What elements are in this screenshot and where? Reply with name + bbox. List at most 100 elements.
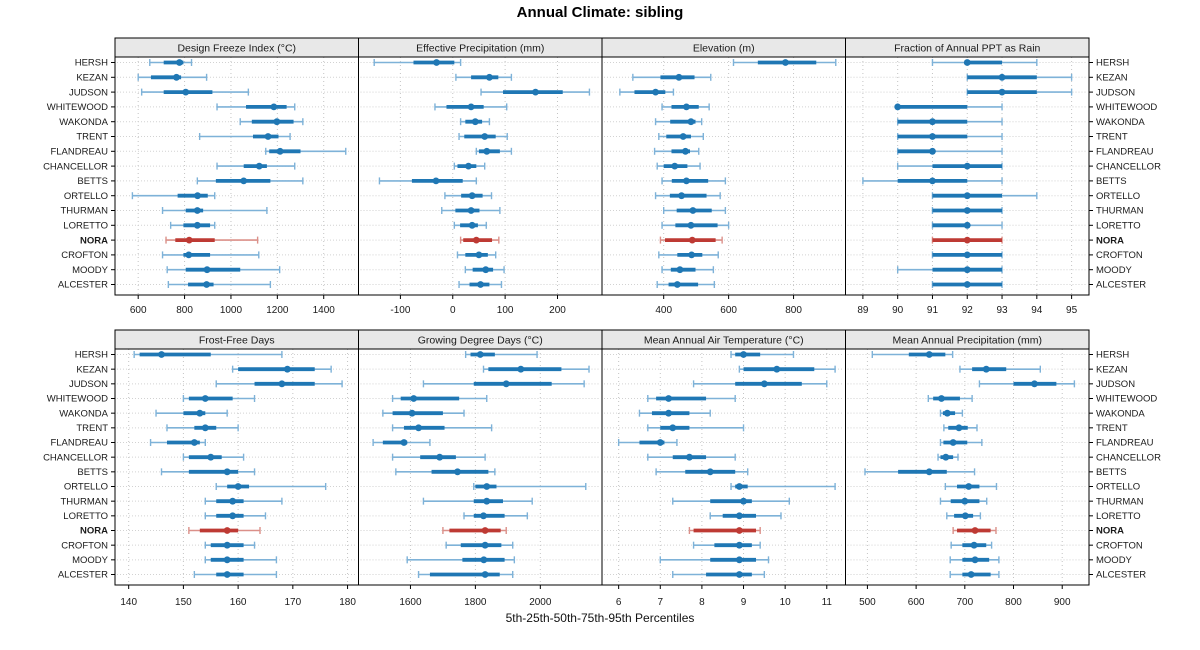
x-tick-label: 1400 [313, 305, 336, 316]
x-tick-label: 200 [549, 305, 566, 316]
percentile-marker-wakonda [239, 118, 304, 126]
panel-strip [845, 329, 1090, 350]
percentile-marker-hersh [133, 351, 283, 358]
station-label-left: KEZAN [76, 364, 108, 375]
x-tick-label: 140 [120, 597, 137, 608]
station-label-right: NORA [1096, 235, 1124, 246]
percentile-marker-judson [978, 380, 1076, 388]
percentile-marker-betts [378, 177, 478, 185]
panel-frost-free-days: 140 150 160 170 180 Frost-Free Days [114, 329, 359, 608]
x-tick-label: 90 [892, 305, 904, 316]
percentile-marker-trent [658, 133, 704, 140]
percentile-marker-chancellor [896, 162, 1003, 170]
percentile-marker-whitewood [894, 103, 1003, 111]
x-tick-label: 1000 [220, 305, 243, 316]
percentile-marker-ortello [944, 483, 998, 490]
x-tick-label: 700 [956, 597, 973, 608]
station-label-right: FLANDREAU [1096, 438, 1154, 449]
percentile-marker-moody [661, 266, 715, 274]
percentile-marker-whitewood [647, 395, 736, 402]
percentile-marker-thurman [422, 497, 533, 505]
percentile-marker-moody [949, 556, 1000, 564]
percentile-marker-chancellor [656, 162, 701, 170]
percentile-marker-trent [458, 133, 508, 140]
x-tick-label: 89 [857, 305, 869, 316]
panel-strip-title: Design Freeze Index (°C) [177, 43, 296, 55]
percentile-marker-thurman [672, 497, 791, 505]
x-tick-label: 100 [497, 305, 514, 316]
percentile-marker-trent [647, 424, 745, 432]
percentile-marker-ortello [654, 192, 721, 200]
percentile-marker-moody [464, 266, 505, 274]
percentile-marker-hersh [730, 351, 795, 358]
percentile-marker-wakonda [654, 118, 703, 126]
percentile-marker-judson [619, 88, 675, 96]
percentile-marker-chancellor [182, 453, 245, 461]
percentile-marker-moody [406, 556, 516, 564]
x-tick-label: 800 [785, 305, 802, 316]
percentile-marker-whitewood [927, 395, 973, 402]
x-tick-label: 500 [859, 597, 876, 608]
percentile-marker-wakonda [939, 409, 964, 417]
station-label-right: WHITEWOOD [1096, 394, 1157, 405]
x-tick-label: 6 [616, 597, 622, 608]
percentile-marker-whitewood [434, 103, 508, 111]
percentile-marker-kezan [482, 365, 590, 373]
panel-fraction-of-annual-ppt-as-rain: 89 90 91 92 93 94 95 Fraction of Annual PPT as … [845, 37, 1090, 316]
station-label-left: FLANDREAU [50, 438, 108, 449]
percentile-marker-whitewood [216, 103, 296, 111]
station-label-left: HERSH [75, 350, 108, 361]
x-tick-label: 11 [822, 597, 833, 608]
x-tick-label: 600 [908, 597, 925, 608]
station-label-right: MOODY [1096, 555, 1133, 566]
percentile-marker-wakonda [896, 118, 1003, 126]
percentile-marker-thurman [662, 207, 727, 214]
percentile-marker-loretto [946, 512, 982, 520]
panel-strip-title: Growing Degree Days (°C) [418, 335, 543, 347]
percentile-marker-alcester [949, 571, 1000, 578]
percentile-marker-betts [864, 468, 976, 476]
station-label-right: HERSH [1096, 350, 1129, 361]
percentile-marker-crofton [658, 251, 719, 259]
percentile-marker-ortello [730, 483, 836, 490]
percentile-marker-flandreau [475, 147, 513, 155]
percentile-marker-whitewood [391, 395, 488, 402]
x-tick-label: 0 [450, 305, 456, 316]
percentile-marker-flandreau [653, 147, 700, 155]
x-tick-label: 94 [1031, 305, 1043, 316]
x-tick-label: 91 [927, 305, 939, 316]
station-label-left: WHITEWOOD [47, 102, 108, 113]
percentile-marker-judson [966, 88, 1073, 96]
x-tick-label: 1800 [464, 597, 487, 608]
x-tick-label: 900 [1054, 597, 1071, 608]
percentile-marker-kezan [455, 73, 513, 81]
station-label-left: NORA [80, 235, 108, 246]
percentile-marker-loretto [709, 512, 782, 520]
percentile-marker-flandreau [149, 439, 206, 446]
percentile-marker-trent [943, 424, 978, 432]
station-label-left: ORTELLO [64, 482, 108, 493]
station-label-right: BETTS [1096, 176, 1127, 187]
panel-effective-precipitation-mm: -100 0 100 200 Effective Precipitation (mm) [358, 37, 603, 316]
percentile-marker-alcester [458, 281, 503, 288]
percentile-marker-flandreau [896, 147, 1003, 155]
station-label-left: WAKONDA [59, 408, 108, 419]
station-label-right: WAKONDA [1096, 117, 1145, 128]
x-tick-label: 7 [657, 597, 663, 608]
x-tick-label: 95 [1066, 305, 1078, 316]
station-label-left: MOODY [72, 265, 109, 276]
percentile-marker-nora [188, 527, 261, 534]
percentile-marker-alcester [167, 281, 272, 288]
x-tick-label: 170 [284, 597, 301, 608]
station-label-right: LORETTO [1096, 221, 1141, 232]
station-label-left: CHANCELLOR [43, 452, 108, 463]
percentile-marker-betts [862, 177, 1003, 185]
x-tick-label: 800 [1005, 597, 1022, 608]
station-label-left: THURMAN [61, 206, 109, 217]
percentile-marker-loretto [931, 221, 1003, 229]
percentile-marker-chancellor [937, 453, 959, 461]
percentile-marker-kezan [959, 365, 1042, 373]
percentile-marker-judson [140, 88, 250, 96]
panel-growing-degree-days-c: 1600 1800 2000 Growing Degree Days (°C) [358, 329, 603, 608]
percentile-marker-kezan [738, 365, 836, 373]
